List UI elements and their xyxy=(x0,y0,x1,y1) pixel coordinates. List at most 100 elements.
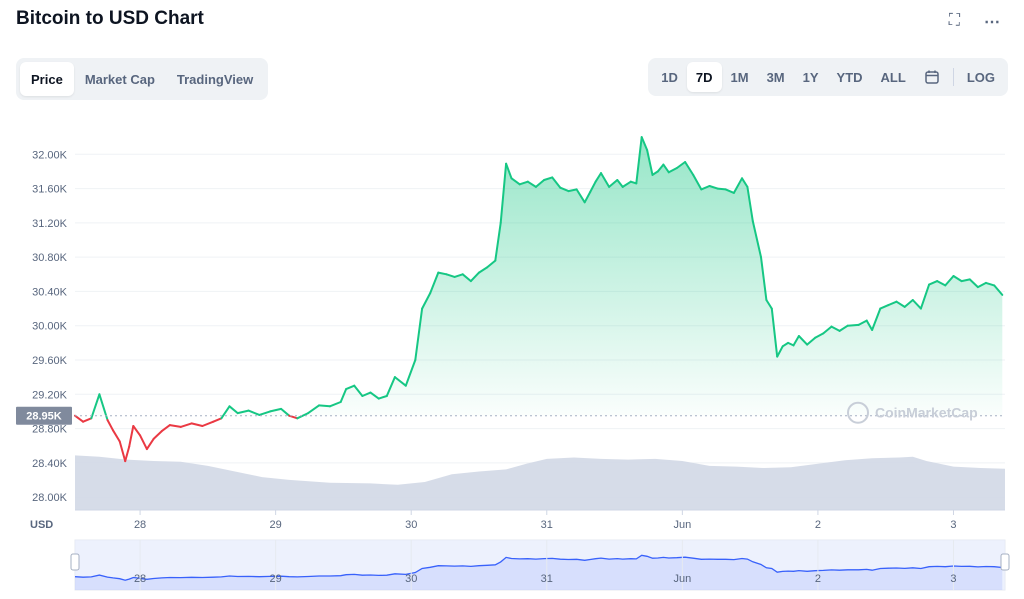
price-line-segment xyxy=(132,425,142,437)
price-line-segment xyxy=(651,170,659,176)
price-line-segment xyxy=(551,176,562,189)
price-line-segment xyxy=(968,278,979,289)
navigator-left-handle[interactable] xyxy=(70,553,80,571)
navigator-tick-label: 31 xyxy=(541,573,553,585)
y-tick-label: 29.60K xyxy=(32,355,68,367)
price-line-segment xyxy=(895,300,906,308)
price-area xyxy=(75,137,1003,416)
navigator-tick-label: 29 xyxy=(270,573,282,585)
navigator-right-handle[interactable] xyxy=(1000,553,1010,571)
price-line-segment xyxy=(985,281,996,287)
tab-market-cap[interactable]: Market Cap xyxy=(84,71,155,87)
price-line-segment xyxy=(960,278,971,283)
price-line-segment xyxy=(469,271,480,283)
price-line-segment xyxy=(700,185,711,191)
price-line-segment xyxy=(404,359,417,387)
price-line-segment xyxy=(385,376,396,397)
range-3m[interactable]: 3M xyxy=(766,69,785,85)
price-line-segment xyxy=(106,419,114,432)
price-line-segment xyxy=(746,185,754,223)
price-line-segment xyxy=(993,284,1004,296)
price-line-segment xyxy=(594,172,602,183)
navigator-tick-label: 2 xyxy=(815,573,821,585)
price-line-segment xyxy=(90,393,101,420)
price-line-segment xyxy=(976,281,987,289)
price-line-segment xyxy=(453,273,464,278)
price-line-segment xyxy=(429,271,440,295)
tab-price[interactable]: Price xyxy=(20,62,74,96)
x-tick-label: 31 xyxy=(541,519,553,531)
range-1d[interactable]: 1D xyxy=(661,69,678,85)
price-line-segment xyxy=(258,410,272,416)
price-line-segment xyxy=(478,266,489,274)
page-title: Bitcoin to USD Chart xyxy=(16,8,204,29)
price-line-segment xyxy=(307,404,320,415)
y-tick-label: 30.40K xyxy=(32,286,68,298)
price-line-segment xyxy=(499,162,508,224)
navigator-tick-label: 28 xyxy=(134,573,146,585)
range-all[interactable]: ALL xyxy=(880,69,906,85)
price-line-segment xyxy=(903,299,914,308)
price-line-segment xyxy=(776,345,784,358)
tab-tradingview[interactable]: TradingView xyxy=(176,71,254,87)
range-1m[interactable]: 1M xyxy=(730,69,749,85)
range-7d[interactable]: 7D xyxy=(686,62,722,92)
watermark: CoinMarketCap xyxy=(847,401,978,424)
price-line-segment xyxy=(806,336,817,346)
price-line-segment xyxy=(318,404,331,408)
price-line-segment xyxy=(589,180,597,193)
log-toggle[interactable]: LOG xyxy=(966,69,995,85)
price-line-segment xyxy=(936,280,947,287)
price-line-segment xyxy=(220,405,231,420)
y-tick-label: 31.60K xyxy=(32,184,68,196)
y-tick-label: 28.80K xyxy=(32,424,68,436)
price-line-segment xyxy=(82,417,93,423)
price-line-segment xyxy=(269,407,283,413)
price-line-segment xyxy=(543,176,554,181)
price-line-segment xyxy=(494,221,502,262)
price-line-segment xyxy=(887,300,898,307)
price-line-segment xyxy=(822,325,833,335)
price-line-segment xyxy=(160,424,171,433)
price-line-segment xyxy=(414,307,424,361)
y-tick-label: 31.20K xyxy=(32,218,68,230)
price-line-segment xyxy=(168,424,182,428)
price-line-segment xyxy=(667,167,678,174)
price-line-segment xyxy=(656,163,665,173)
y-tick-label: 29.20K xyxy=(32,389,68,401)
price-line-segment xyxy=(353,384,364,397)
calendar-icon[interactable] xyxy=(915,62,949,92)
price-line-segment xyxy=(201,420,215,427)
price-line-segment xyxy=(708,185,719,190)
range-1y[interactable]: 1Y xyxy=(802,69,819,85)
price-line-segment xyxy=(212,417,223,423)
price-line-segment xyxy=(600,172,611,188)
more-icon[interactable]: ⋯ xyxy=(984,14,1000,31)
x-tick-label: Jun xyxy=(673,519,691,531)
expand-icon[interactable]: ⛶ xyxy=(948,12,960,29)
y-tick-label: 30.80K xyxy=(32,252,68,264)
price-line-segment xyxy=(928,280,939,286)
navigator-tick-label: 30 xyxy=(405,573,417,585)
price-line-segment xyxy=(112,429,121,443)
price-line-segment xyxy=(911,299,922,310)
price-line-segment xyxy=(635,136,643,185)
price-line-segment xyxy=(770,307,779,358)
divider xyxy=(952,68,954,86)
price-line-segment xyxy=(797,335,809,346)
price-line-segment xyxy=(152,430,163,440)
price-line-segment xyxy=(345,384,356,391)
x-tick-label: 30 xyxy=(405,519,417,531)
price-line-segment xyxy=(871,307,882,331)
price-line-segment xyxy=(361,391,372,397)
price-line-segment xyxy=(952,275,963,283)
price-line-segment xyxy=(510,177,521,186)
watermark-text: CoinMarketCap xyxy=(875,405,978,421)
price-line-segment xyxy=(534,179,546,188)
y-tick-label: 30.00K xyxy=(32,321,68,333)
price-line-segment xyxy=(616,179,624,188)
coinmarketcap-logo-icon xyxy=(847,401,869,424)
navigator-tick-label: Jun xyxy=(673,573,691,585)
range-ytd[interactable]: YTD xyxy=(836,69,863,85)
price-line-segment xyxy=(781,341,790,348)
